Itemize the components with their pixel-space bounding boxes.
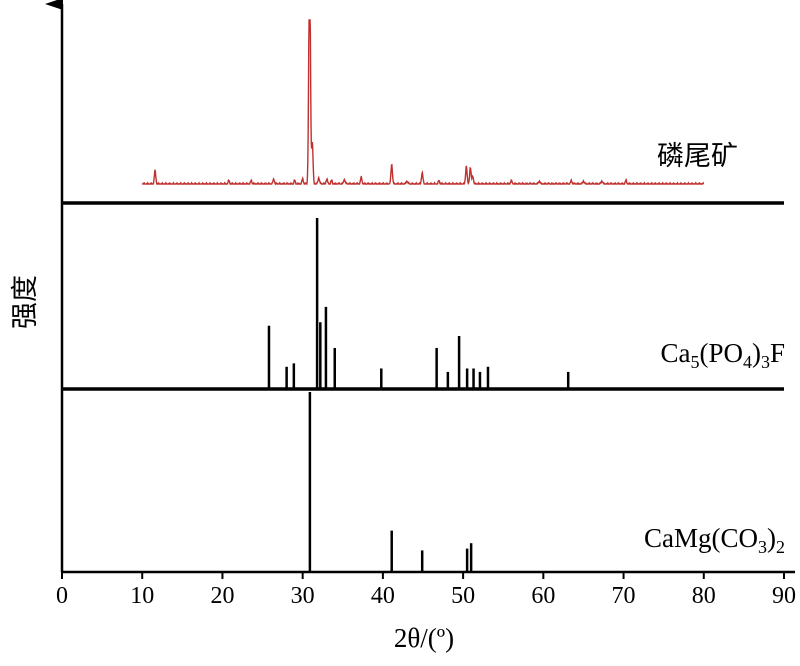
series-label-3: CaMg(CO3)2	[644, 523, 785, 557]
x-tick-label-70: 70	[612, 583, 636, 609]
panel-2: Ca5(PO4)3F	[267, 218, 785, 389]
panel-3: CaMg(CO3)2	[308, 392, 785, 572]
x-axis-label: 2θ/(º)	[394, 623, 454, 653]
axes: 0 10 20 30 40 50 60 70 80 90	[45, 0, 796, 609]
x-tick-label-30: 30	[291, 583, 315, 609]
series-label-1: 磷尾矿	[657, 141, 738, 171]
x-tick-label-10: 10	[130, 583, 154, 609]
x-tick-label-50: 50	[451, 583, 475, 609]
x-tick-label-60: 60	[531, 583, 555, 609]
y-axis-label: 强度	[10, 275, 40, 329]
x-tick-label-20: 20	[210, 583, 234, 609]
pattern-line	[141, 19, 705, 186]
x-tick-label-0: 0	[56, 583, 68, 609]
x-tick-label-80: 80	[692, 583, 716, 609]
series-label-2: Ca5(PO4)3F	[660, 338, 785, 372]
panel-1: 磷尾矿	[141, 19, 738, 186]
x-tick-label-90: 90	[772, 583, 796, 609]
chart-panels: 磷尾矿 Ca5(PO4)3F CaMg(CO3)2	[141, 19, 785, 572]
x-tick-label-40: 40	[371, 583, 395, 609]
